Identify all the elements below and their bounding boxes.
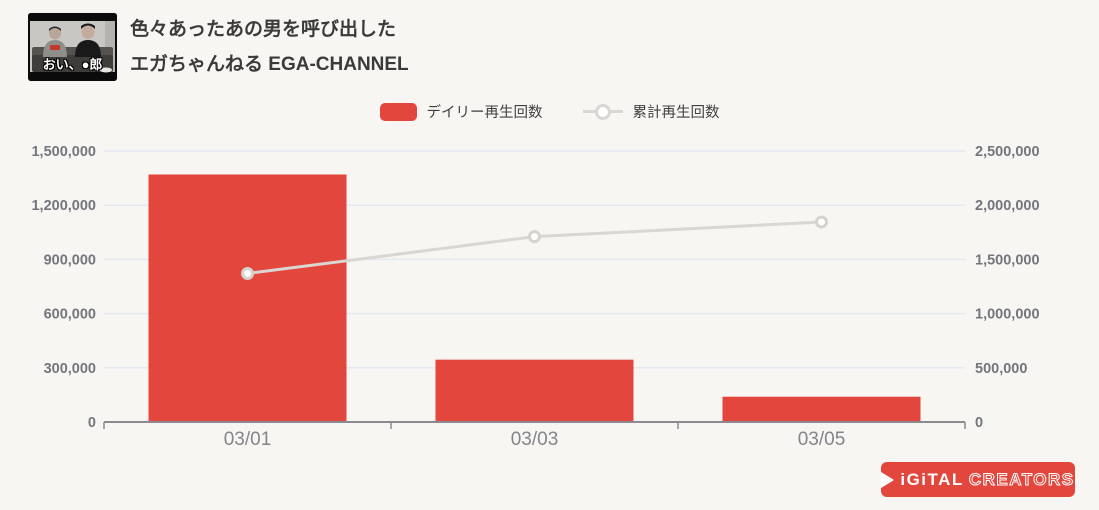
legend-item-cumulative[interactable]: 累計再生回数 (582, 101, 720, 122)
legend-cumulative-label: 累計再生回数 (632, 105, 720, 121)
right-axis-label: 2,000,000 (975, 198, 1040, 214)
left-axis-label: 600,000 (44, 307, 96, 323)
cumulative-line-marker-icon (582, 103, 623, 120)
thumbnail-image (28, 13, 117, 81)
header-titles: 色々あったあの男を呼び出した エガちゃんねる EGA-CHANNEL (130, 12, 409, 82)
left-axis-label: 1,500,000 (31, 144, 96, 160)
right-axis-label: 1,500,000 (975, 252, 1040, 268)
legend-daily-label: デイリー再生回数 (426, 105, 543, 121)
right-axis-label: 2,500,000 (975, 144, 1040, 160)
right-axis-label: 500,000 (975, 361, 1027, 377)
daily-bar-03/05[interactable] (722, 396, 921, 422)
video-thumbnail[interactable]: おい、●郎 (28, 13, 117, 81)
cumulative-point-03/03[interactable] (528, 230, 541, 244)
video-title: 色々あったあの男を呼び出した (130, 19, 397, 40)
left-axis-label: 1,200,000 (31, 198, 96, 214)
play-icon (881, 471, 895, 488)
x-axis-label: 03/05 (798, 429, 846, 450)
digital-creators-logo: iGiTAL CREATORS (881, 462, 1075, 497)
logo-text-solid: iGiTAL (900, 469, 964, 489)
right-axis-label: 1,000,000 (975, 307, 1040, 323)
cumulative-point-03/05[interactable] (815, 215, 828, 229)
left-axis-label: 0 (88, 415, 96, 431)
daily-bar-03/03[interactable] (435, 359, 634, 422)
left-axis-label: 300,000 (44, 361, 96, 377)
channel-name: エガちゃんねる EGA-CHANNEL (130, 54, 409, 75)
x-axis-label: 03/03 (511, 429, 559, 450)
chart-legend: デイリー再生回数 累計再生回数 (0, 101, 1099, 122)
right-axis-label: 0 (975, 415, 983, 431)
logo-text-outline: CREATORS (968, 469, 1075, 489)
daily-bar-swatch-icon (379, 102, 417, 121)
thumbnail-caption: おい、●郎 (42, 57, 103, 72)
legend-item-daily[interactable]: デイリー再生回数 (379, 101, 543, 122)
left-axis-label: 900,000 (44, 252, 96, 268)
cumulative-point-03/01[interactable] (241, 266, 254, 280)
daily-bar-03/01[interactable] (148, 174, 347, 422)
x-axis-label: 03/01 (224, 429, 272, 450)
